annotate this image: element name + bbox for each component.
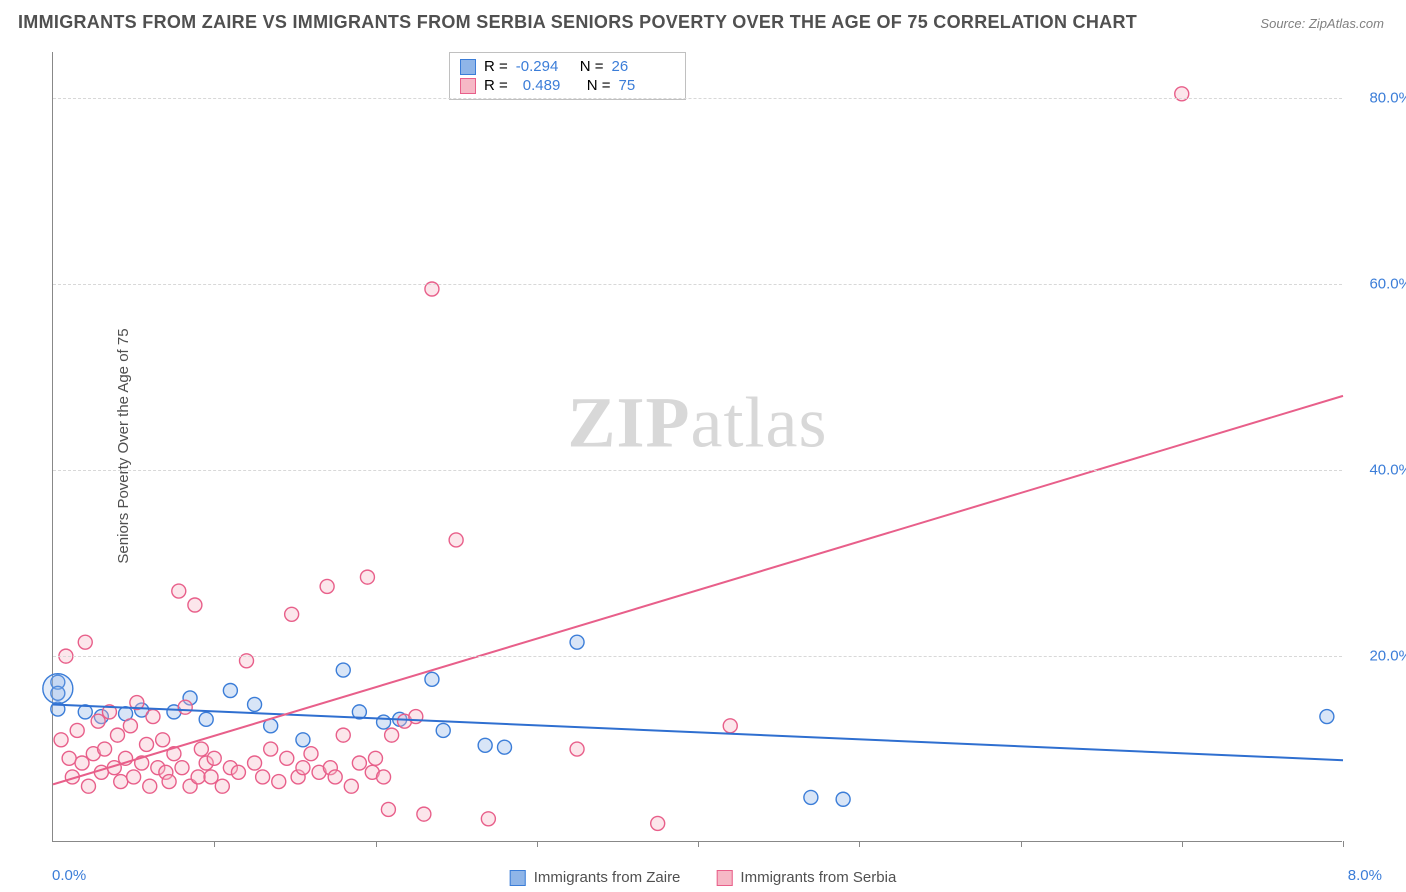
chart-svg	[53, 52, 1342, 841]
data-point	[256, 770, 270, 784]
swatch-icon	[510, 870, 526, 886]
chart-title: IMMIGRANTS FROM ZAIRE VS IMMIGRANTS FROM…	[18, 12, 1137, 33]
data-point	[54, 733, 68, 747]
data-point	[127, 770, 141, 784]
data-point	[360, 570, 374, 584]
data-point	[1320, 710, 1334, 724]
data-point	[478, 738, 492, 752]
data-point	[75, 756, 89, 770]
swatch-icon	[716, 870, 732, 886]
xtick	[1021, 841, 1022, 847]
data-point	[204, 770, 218, 784]
data-point	[146, 710, 160, 724]
data-point	[381, 802, 395, 816]
data-point	[481, 812, 495, 826]
data-point	[199, 712, 213, 726]
plot-area: ZIPatlas R = -0.294 N = 26 R = 0.489 N =…	[52, 52, 1342, 842]
ytick-label: 40.0%	[1352, 462, 1406, 479]
data-point	[836, 792, 850, 806]
data-point	[111, 728, 125, 742]
data-point	[417, 807, 431, 821]
data-point	[385, 728, 399, 742]
data-point	[223, 684, 237, 698]
data-point	[436, 723, 450, 737]
legend-item-zaire: Immigrants from Zaire	[510, 869, 681, 886]
data-point	[62, 751, 76, 765]
xtick	[698, 841, 699, 847]
data-point	[162, 775, 176, 789]
data-point	[409, 710, 423, 724]
xtick	[537, 841, 538, 847]
data-point	[377, 770, 391, 784]
data-point	[272, 775, 286, 789]
xtick	[859, 841, 860, 847]
data-point	[804, 790, 818, 804]
legend: Immigrants from Zaire Immigrants from Se…	[510, 869, 897, 886]
gridline	[53, 470, 1342, 471]
data-point	[98, 742, 112, 756]
data-point	[280, 751, 294, 765]
data-point	[369, 751, 383, 765]
data-point	[194, 742, 208, 756]
data-point	[178, 700, 192, 714]
data-point	[114, 775, 128, 789]
data-point	[328, 770, 342, 784]
gridline	[53, 656, 1342, 657]
x-axis-min-label: 0.0%	[52, 867, 86, 884]
data-point	[264, 742, 278, 756]
regression-line	[53, 396, 1343, 784]
x-axis-max-label: 8.0%	[1348, 867, 1382, 884]
data-point	[140, 737, 154, 751]
data-point	[570, 742, 584, 756]
data-point	[91, 714, 105, 728]
data-point	[320, 579, 334, 593]
source-attribution: Source: ZipAtlas.com	[1260, 16, 1384, 31]
ytick-label: 20.0%	[1352, 648, 1406, 665]
data-point	[123, 719, 137, 733]
data-point	[296, 733, 310, 747]
xtick	[214, 841, 215, 847]
data-point	[498, 740, 512, 754]
data-point	[188, 598, 202, 612]
data-point	[70, 723, 84, 737]
xtick	[376, 841, 377, 847]
data-point	[175, 761, 189, 775]
data-point	[344, 779, 358, 793]
data-point	[207, 751, 221, 765]
regression-line	[53, 704, 1343, 760]
ytick-label: 80.0%	[1352, 90, 1406, 107]
data-point	[723, 719, 737, 733]
data-point	[156, 733, 170, 747]
ytick-label: 60.0%	[1352, 276, 1406, 293]
data-point	[285, 607, 299, 621]
gridline	[53, 284, 1342, 285]
legend-item-serbia: Immigrants from Serbia	[716, 869, 896, 886]
data-point	[143, 779, 157, 793]
data-point	[651, 816, 665, 830]
data-point	[172, 584, 186, 598]
data-point	[304, 747, 318, 761]
data-point	[248, 697, 262, 711]
data-point	[43, 674, 73, 704]
data-point	[296, 761, 310, 775]
data-point	[336, 663, 350, 677]
data-point	[425, 672, 439, 686]
data-point	[377, 715, 391, 729]
data-point	[231, 765, 245, 779]
gridline	[53, 98, 1342, 99]
data-point	[449, 533, 463, 547]
data-point	[215, 779, 229, 793]
data-point	[570, 635, 584, 649]
data-point	[81, 779, 95, 793]
data-point	[248, 756, 262, 770]
xtick	[1343, 841, 1344, 847]
data-point	[352, 756, 366, 770]
xtick	[1182, 841, 1183, 847]
data-point	[336, 728, 350, 742]
data-point	[78, 635, 92, 649]
data-point	[191, 770, 205, 784]
